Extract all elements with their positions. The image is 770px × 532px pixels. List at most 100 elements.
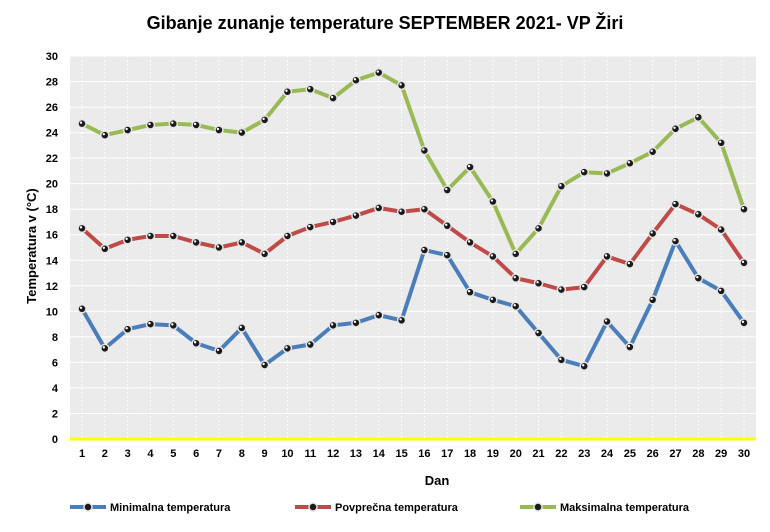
data-point (396, 80, 407, 91)
series-1 (77, 236, 749, 371)
data-point (510, 273, 521, 283)
data-point (670, 199, 681, 209)
data-point (282, 343, 293, 354)
data-point (145, 231, 156, 241)
data-point (442, 185, 452, 195)
data-point (77, 304, 87, 314)
data-point (77, 223, 87, 234)
data-point (602, 168, 612, 179)
data-point (579, 282, 589, 292)
x-tick-label: 21 (532, 448, 544, 460)
legend: Minimalna temperatura Povprečna temperatu… (70, 502, 690, 514)
data-point (100, 244, 110, 254)
data-point (419, 145, 430, 156)
data-point (282, 231, 293, 241)
x-tick-label: 17 (441, 448, 453, 460)
data-point (533, 223, 544, 234)
data-point (442, 250, 452, 260)
x-tick-label: 25 (624, 448, 636, 460)
data-point (374, 203, 384, 213)
data-point (602, 316, 612, 327)
x-tick-label: 10 (281, 448, 293, 460)
data-point (145, 319, 156, 329)
data-point (100, 130, 110, 140)
data-point (716, 286, 726, 296)
data-point (465, 237, 475, 248)
x-tick-label: 13 (350, 448, 362, 460)
x-tick-label: 15 (395, 448, 407, 460)
data-point (602, 251, 612, 262)
data-point (533, 278, 544, 288)
x-tick-label: 11 (304, 448, 316, 460)
legend-item: Povprečna temperatura (295, 502, 459, 514)
y-tick-label: 30 (46, 51, 58, 63)
data-point (716, 138, 726, 148)
y-axis-label: Temperatura v (°C) (24, 188, 39, 303)
legend-label: Maksimalna temperatura (560, 502, 690, 514)
series-lines (77, 67, 749, 371)
data-point (670, 124, 681, 134)
data-point (510, 301, 521, 311)
y-tick-label: 28 (46, 77, 58, 89)
data-point (191, 120, 201, 130)
data-point (168, 231, 179, 241)
data-point (214, 242, 224, 253)
y-tick-label: 20 (46, 179, 58, 191)
data-point (328, 320, 338, 331)
x-tick-label: 20 (510, 448, 522, 460)
data-point (259, 360, 270, 370)
x-tick-label: 8 (239, 448, 245, 460)
data-point (647, 147, 658, 157)
data-point (259, 115, 270, 125)
series-2 (77, 199, 749, 295)
y-tick-label: 24 (46, 128, 59, 140)
data-point (305, 222, 316, 232)
data-point (77, 118, 87, 129)
y-tick-label: 6 (52, 357, 58, 369)
x-tick-label: 7 (216, 448, 222, 460)
x-tick-label: 5 (170, 448, 176, 460)
legend-marker (308, 502, 318, 512)
x-tick-label: 12 (327, 448, 339, 460)
data-point (168, 118, 179, 129)
data-point (716, 224, 726, 235)
data-point (191, 237, 201, 248)
data-point (579, 361, 589, 371)
x-tick-label: 1 (79, 448, 85, 460)
data-point (168, 320, 179, 331)
x-tick-label: 16 (418, 448, 430, 460)
data-point (374, 67, 384, 78)
x-tick-label: 29 (715, 448, 727, 460)
series-3 (77, 67, 749, 259)
data-point (693, 209, 704, 220)
x-axis-ticks: 1 2 3 4 5 6 7 8 9 10 11 12 13 14 15 16 17 18 19 20 21 22 23 24 2… (79, 448, 750, 460)
data-point (510, 249, 521, 259)
data-point (488, 295, 498, 305)
x-tick-label: 22 (555, 448, 567, 460)
y-tick-label: 10 (46, 306, 58, 318)
legend-label: Povprečna temperatura (335, 502, 459, 514)
data-point (488, 196, 498, 207)
data-point (214, 125, 224, 135)
x-tick-label: 6 (193, 448, 199, 460)
data-point (556, 355, 567, 365)
x-tick-label: 9 (262, 448, 268, 460)
x-tick-label: 4 (147, 448, 154, 460)
data-point (625, 158, 635, 168)
x-tick-label: 23 (578, 448, 590, 460)
y-tick-label: 14 (46, 255, 59, 267)
data-point (396, 315, 407, 326)
data-point (488, 251, 498, 262)
data-point (739, 258, 749, 268)
data-point (374, 310, 384, 320)
data-point (122, 324, 133, 334)
data-point (647, 295, 658, 305)
x-tick-label: 26 (647, 448, 659, 460)
data-point (670, 236, 681, 246)
x-tick-label: 30 (738, 448, 750, 460)
x-tick-label: 28 (692, 448, 704, 460)
data-point (419, 204, 430, 214)
data-point (625, 342, 635, 352)
